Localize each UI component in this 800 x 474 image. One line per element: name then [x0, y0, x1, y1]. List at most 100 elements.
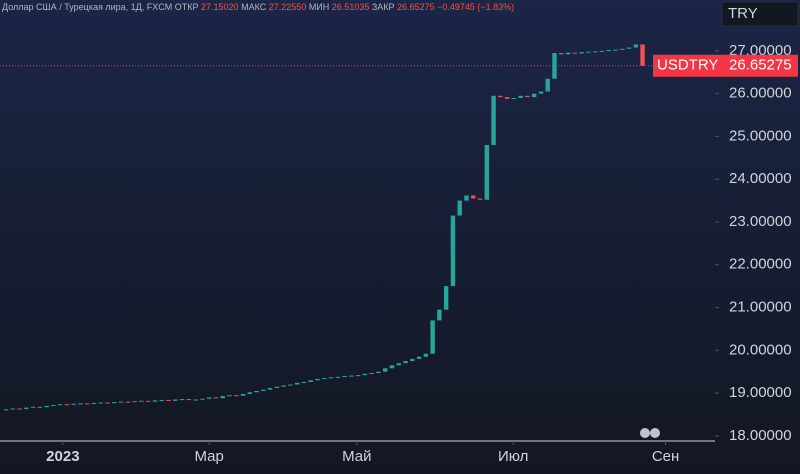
- candle-body: [24, 407, 29, 409]
- candle-body: [152, 400, 158, 402]
- candle-body: [477, 198, 483, 200]
- stat-label: МИН: [309, 2, 329, 12]
- last-price-value: 26.65275: [729, 57, 792, 74]
- candle-body: [606, 50, 611, 52]
- y-tick-label: 26.00000: [729, 85, 792, 102]
- candle-body: [572, 52, 578, 54]
- candle-body: [254, 390, 259, 393]
- candle-body: [349, 375, 354, 377]
- candle-body: [498, 95, 503, 98]
- stat-value: 27.22550: [269, 2, 307, 12]
- candle-body: [281, 385, 286, 387]
- candle-body: [206, 397, 212, 399]
- candle-body: [545, 78, 550, 92]
- candle-body: [484, 145, 489, 200]
- candle-body: [457, 200, 462, 216]
- candle-body: [315, 378, 320, 381]
- candle-body: [288, 384, 293, 386]
- candle-body: [240, 393, 246, 396]
- last-price-box: [653, 54, 798, 77]
- candle-body: [613, 49, 618, 51]
- y-tick-label: 21.00000: [729, 299, 792, 316]
- candle-body: [362, 373, 368, 376]
- y-tick-label: 25.00000: [729, 127, 792, 144]
- candle-body: [389, 365, 395, 369]
- candle-body: [437, 309, 442, 321]
- candle-body: [193, 399, 198, 401]
- candle-body: [132, 401, 137, 403]
- candle-body: [159, 399, 164, 401]
- candle-body: [51, 405, 56, 407]
- x-tick-label: 2023: [46, 448, 79, 465]
- candle-body: [342, 375, 347, 377]
- candle-body: [105, 402, 110, 404]
- candle-body: [443, 286, 449, 310]
- candle-body: [186, 399, 192, 401]
- y-tick-label: 20.00000: [729, 341, 792, 358]
- candle-body: [17, 408, 22, 410]
- candle-body: [220, 396, 225, 399]
- header: Доллар США / Турецкая лира, 1Д, FXCM ОТК…: [2, 2, 514, 12]
- candle-body: [10, 408, 15, 410]
- change: −0.49745 (−1.83%): [437, 2, 514, 12]
- header-text: Доллар США / Турецкая лира, 1Д, FXCM ОТК…: [2, 2, 514, 12]
- candle-body: [369, 372, 374, 374]
- y-tick-label: 19.00000: [729, 384, 792, 401]
- candle-body: [376, 371, 381, 373]
- candle-body: [247, 392, 252, 394]
- candle-body: [633, 44, 638, 48]
- x-tick-label: Сен: [652, 448, 679, 465]
- candle-body: [504, 97, 510, 99]
- candle-body: [491, 95, 496, 146]
- candle-body: [626, 47, 632, 49]
- candle-body: [586, 51, 591, 53]
- candle-body: [416, 356, 422, 359]
- candle-body: [118, 401, 124, 403]
- stat-value: 26.65275: [397, 2, 435, 12]
- candle-body: [565, 52, 571, 55]
- candle-body: [396, 363, 401, 366]
- candle-body: [538, 91, 544, 94]
- candle-body: [98, 402, 103, 404]
- event-icon: [640, 428, 650, 438]
- stat-label: ОТКР: [175, 2, 199, 12]
- candle-body: [200, 398, 205, 400]
- currency: TRY: [728, 5, 758, 22]
- candle-body: [71, 403, 76, 405]
- candle-body: [511, 97, 517, 99]
- candle-body: [640, 44, 645, 66]
- candle-body: [355, 375, 361, 377]
- candle-body: [552, 53, 557, 79]
- candle-body: [403, 361, 408, 364]
- candle-body: [44, 405, 49, 408]
- candle-body: [335, 376, 341, 378]
- candle-body: [274, 386, 280, 388]
- candle-body: [592, 51, 598, 53]
- candle-body: [531, 93, 537, 98]
- candle-body: [213, 397, 219, 399]
- candle-body: [179, 399, 185, 401]
- x-tick-label: Май: [342, 448, 371, 465]
- stat-label: МАКС: [241, 2, 267, 12]
- event-icon: [650, 428, 660, 438]
- candle-body: [423, 353, 429, 357]
- candle-body: [410, 358, 415, 362]
- candle-body: [37, 406, 43, 408]
- stat-value: 26.51035: [332, 2, 370, 12]
- candle-body: [64, 404, 70, 406]
- candle-body: [294, 382, 300, 385]
- candle-body: [227, 395, 232, 397]
- candle-body: [599, 50, 605, 52]
- y-tick-label: 23.00000: [729, 213, 792, 230]
- candle-body: [261, 389, 266, 391]
- candle-body: [267, 387, 273, 390]
- candle-body: [620, 48, 625, 50]
- candle-body: [78, 403, 83, 405]
- candle-body: [308, 380, 313, 382]
- x-tick-label: Мар: [194, 448, 223, 465]
- candle-body: [450, 215, 456, 287]
- y-tick-label: 18.00000: [729, 427, 792, 444]
- candle-body: [579, 52, 584, 54]
- candle-body: [301, 381, 307, 383]
